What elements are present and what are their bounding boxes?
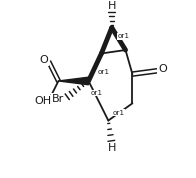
Text: H: H bbox=[108, 1, 116, 11]
Text: OH: OH bbox=[34, 96, 52, 106]
Text: or1: or1 bbox=[98, 69, 110, 75]
Text: O: O bbox=[158, 64, 167, 74]
Text: H: H bbox=[108, 143, 116, 153]
Text: Br: Br bbox=[51, 94, 64, 104]
Text: or1: or1 bbox=[118, 33, 130, 39]
Polygon shape bbox=[58, 77, 89, 85]
Text: or1: or1 bbox=[90, 90, 102, 96]
Text: O: O bbox=[40, 55, 49, 65]
Text: or1: or1 bbox=[113, 110, 125, 116]
